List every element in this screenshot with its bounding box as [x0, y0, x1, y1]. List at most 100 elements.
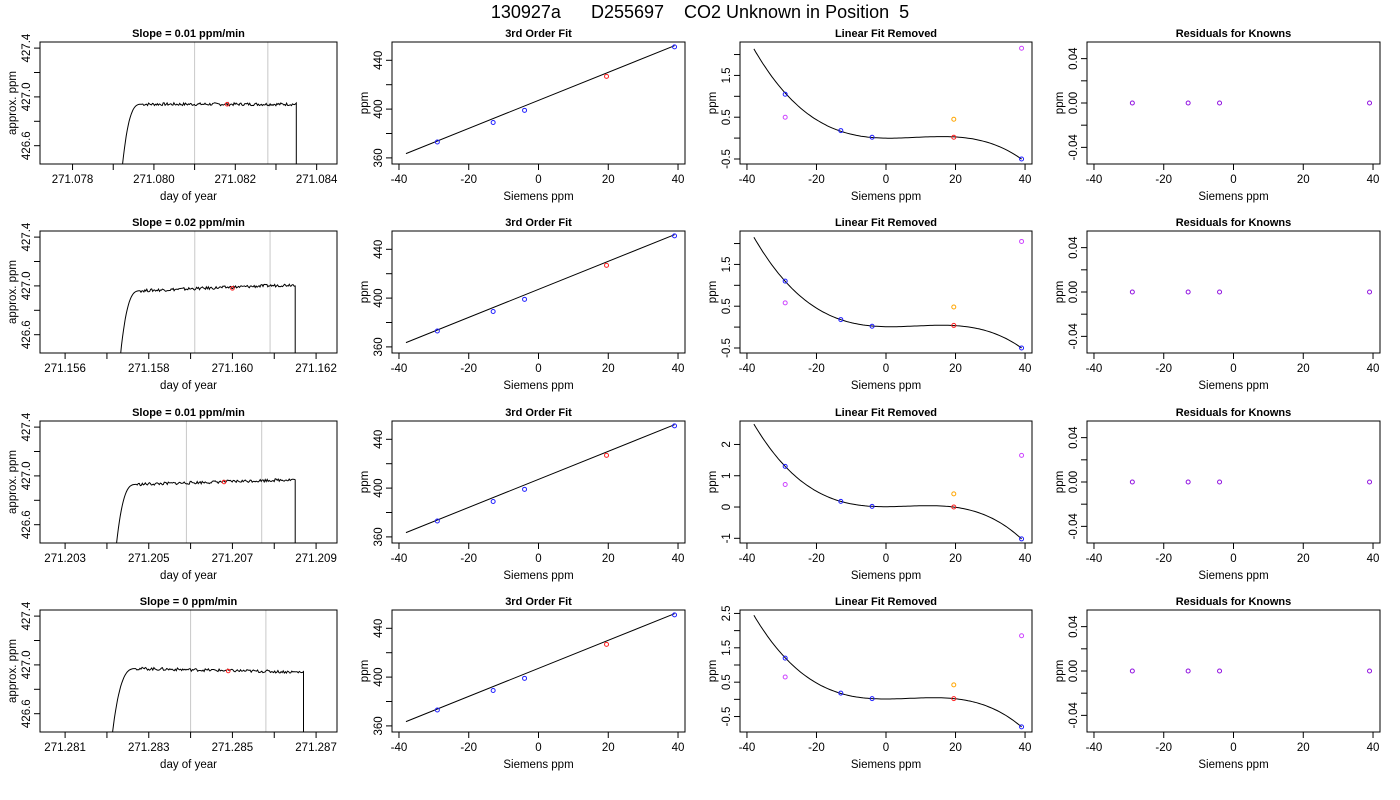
data-point [1185, 100, 1191, 106]
x-axis-label: day of year [160, 380, 217, 392]
x-axis-label: day of year [160, 759, 217, 771]
x-axis-label: Siemens ppm [1198, 759, 1268, 771]
plot-frame [39, 420, 338, 544]
y-tick-label: -0.04 [1068, 323, 1080, 350]
y-tick-label: -1 [721, 533, 733, 543]
x-tick-label: 271.084 [296, 174, 338, 186]
x-tick-label: 271.209 [295, 553, 337, 565]
x-tick-label: -20 [808, 742, 825, 754]
y-tick-label: -0.04 [1068, 134, 1080, 161]
plot-frame [39, 609, 338, 733]
x-tick-label: 20 [1297, 363, 1310, 375]
y-tick-label: 0.00 [1068, 281, 1080, 303]
panel-title: Slope = 0 ppm/min [140, 596, 238, 608]
y-axis-label: ppm [707, 471, 719, 493]
x-tick-label: 40 [672, 174, 685, 186]
x-tick-label: 40 [1367, 553, 1380, 565]
panel-r2-c2: 3rd Order Fit -40 -20 0 20 40 360 400 440 Siemens… [359, 217, 686, 392]
y-tick-label: 360 [373, 527, 385, 546]
data-point [951, 134, 957, 140]
x-axis-label: Siemens ppm [503, 570, 573, 582]
data-point [838, 498, 844, 504]
x-tick-label: 20 [1297, 742, 1310, 754]
data-point [1367, 289, 1373, 295]
x-tick-label: -40 [391, 174, 408, 186]
x-tick-label: -40 [1086, 363, 1103, 375]
x-tick-label: 0 [1230, 174, 1236, 186]
x-tick-label: 0 [883, 742, 889, 754]
panel-title: Residuals for Knowns [1176, 596, 1292, 608]
panel-title: 3rd Order Fit [505, 596, 572, 608]
x-tick-label: 40 [672, 363, 685, 375]
panel-title: Residuals for Knowns [1176, 407, 1292, 419]
data-point [1019, 156, 1025, 162]
y-tick-label: 2 [721, 441, 733, 447]
panel-r3-c3: Linear Fit Removed -40 -20 0 20 40 -1 0 1 2 Siemen… [707, 407, 1033, 582]
panel-title: Slope = 0.01 ppm/min [132, 407, 245, 419]
data-point [604, 262, 610, 268]
data-point [951, 696, 957, 702]
data-point [951, 504, 957, 510]
y-tick-label: 426.6 [21, 510, 33, 539]
x-tick-label: -40 [1086, 553, 1103, 565]
x-tick-label: 0 [883, 553, 889, 565]
x-tick-label: 271.080 [133, 174, 175, 186]
fit-line [405, 424, 675, 534]
data-point [869, 134, 875, 140]
x-tick-label: 271.207 [212, 553, 254, 565]
y-tick-label: 400 [373, 479, 385, 498]
y-axis-label: approx. ppm [7, 260, 19, 324]
y-tick-label: 426.6 [21, 320, 33, 349]
y-tick-label: 0.04 [1068, 615, 1080, 638]
x-tick-label: 20 [949, 742, 962, 754]
x-tick-label: 271.285 [212, 742, 254, 754]
x-tick-label: 271.205 [128, 553, 170, 565]
data-point [782, 482, 788, 488]
data-point [672, 612, 678, 618]
plot-frame [739, 420, 1033, 544]
x-tick-label: -20 [808, 363, 825, 375]
y-axis-label: ppm [359, 281, 371, 303]
data-point [1019, 45, 1025, 51]
x-tick-label: 20 [602, 553, 615, 565]
data-point [434, 139, 440, 145]
data-point [522, 675, 528, 681]
data-point [782, 278, 788, 284]
plot-frame [739, 609, 1033, 733]
x-tick-label: 0 [535, 553, 541, 565]
x-axis-label: Siemens ppm [503, 380, 573, 392]
fit-curve [753, 423, 1022, 540]
x-tick-label: 20 [949, 363, 962, 375]
x-tick-label: 40 [1367, 742, 1380, 754]
panel-title: Residuals for Knowns [1176, 217, 1292, 229]
y-tick-label: 400 [373, 668, 385, 687]
panel-title: Slope = 0.01 ppm/min [132, 28, 245, 40]
y-tick-label: 0.5 [721, 674, 733, 690]
y-tick-label: 440 [373, 619, 385, 638]
x-tick-label: 40 [1019, 742, 1032, 754]
x-tick-label: 271.162 [295, 363, 337, 375]
data-point [1367, 100, 1373, 106]
y-tick-label: 0 [721, 504, 733, 510]
y-axis-label: approx. ppm [7, 71, 19, 135]
y-axis-label: ppm [707, 92, 719, 114]
y-tick-label: 0.00 [1068, 660, 1080, 682]
x-tick-label: 40 [1367, 174, 1380, 186]
data-point [672, 423, 678, 429]
y-tick-label: -0.5 [721, 707, 733, 727]
x-tick-label: -40 [391, 742, 408, 754]
x-tick-label: -40 [739, 363, 756, 375]
panel-title: Linear Fit Removed [835, 217, 937, 229]
x-axis-label: day of year [160, 570, 217, 582]
y-tick-label: 0.5 [721, 109, 733, 125]
x-tick-label: -40 [391, 553, 408, 565]
x-tick-label: 20 [1297, 174, 1310, 186]
concentration-trace [122, 101, 297, 164]
panel-r2-c1: Slope = 0.02 ppm/min 271.156 271.158 271.16… [7, 217, 338, 392]
panel-title: Linear Fit Removed [835, 407, 937, 419]
x-tick-label: 271.156 [44, 363, 86, 375]
x-tick-label: -20 [460, 174, 477, 186]
plot-frame [1086, 230, 1381, 354]
data-point [672, 233, 678, 239]
fit-line [405, 234, 675, 344]
